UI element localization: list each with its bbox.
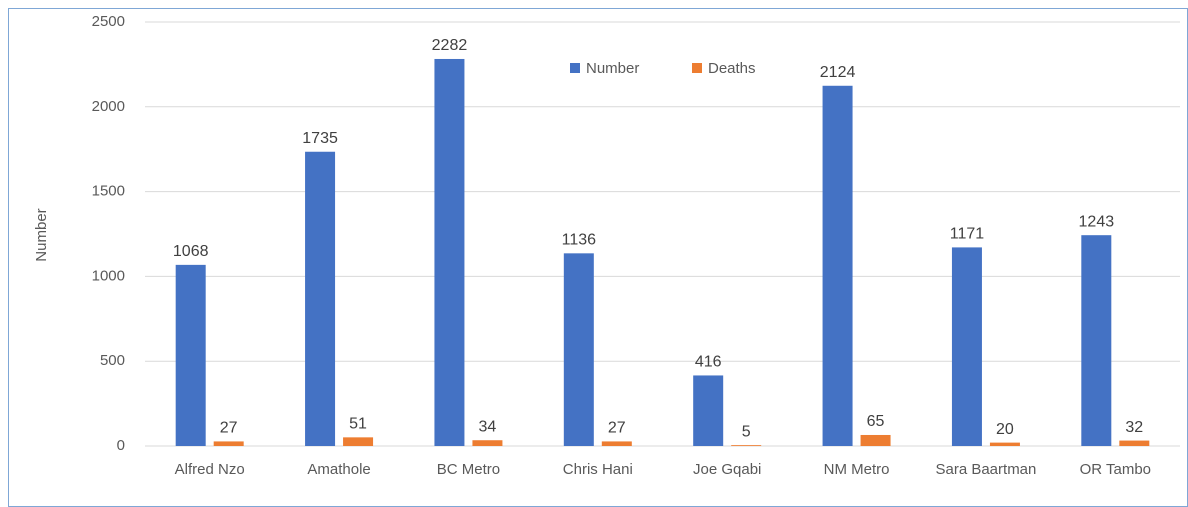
bar xyxy=(305,151,336,446)
x-tick-label: BC Metro xyxy=(437,461,500,478)
y-tick-label: 2000 xyxy=(92,98,125,115)
y-tick-label: 0 xyxy=(117,437,125,454)
value-label: 2282 xyxy=(432,37,468,54)
legend-swatch xyxy=(570,63,580,73)
bar xyxy=(434,58,465,446)
x-tick-label: Sara Baartman xyxy=(935,461,1036,478)
value-label: 5 xyxy=(742,423,751,440)
x-tick-label: Chris Hani xyxy=(563,461,633,478)
value-label: 32 xyxy=(1125,419,1143,436)
value-label: 1735 xyxy=(302,130,338,147)
legend-label: Deaths xyxy=(708,60,756,77)
value-label: 51 xyxy=(349,416,367,433)
value-label: 2124 xyxy=(820,64,856,81)
bar xyxy=(213,441,244,446)
bar xyxy=(731,445,762,446)
value-label: 1136 xyxy=(562,232,597,249)
bar xyxy=(1119,440,1150,446)
bar xyxy=(472,440,503,446)
x-tick-label: Joe Gqabi xyxy=(693,461,761,478)
y-tick-label: 1500 xyxy=(92,183,125,200)
bar xyxy=(175,264,206,446)
legend-swatch xyxy=(692,63,702,73)
value-label: 1243 xyxy=(1079,213,1115,230)
bar xyxy=(563,253,594,446)
bar xyxy=(601,441,632,446)
x-tick-label: Amathole xyxy=(307,461,370,478)
bar xyxy=(343,437,374,446)
value-label: 1068 xyxy=(173,243,209,260)
x-tick-label: Alfred Nzo xyxy=(175,461,245,478)
legend-label: Number xyxy=(586,60,639,77)
value-label: 34 xyxy=(479,418,497,435)
value-label: 27 xyxy=(220,420,238,437)
value-label: 27 xyxy=(608,420,626,437)
y-tick-label: 500 xyxy=(100,352,125,369)
value-label: 416 xyxy=(695,354,722,371)
value-label: 1171 xyxy=(950,226,985,243)
x-tick-label: NM Metro xyxy=(824,461,890,478)
bar xyxy=(989,442,1020,446)
value-label: 20 xyxy=(996,421,1014,438)
bar xyxy=(860,434,891,446)
bar xyxy=(693,375,724,446)
bar xyxy=(951,247,982,446)
bar xyxy=(1081,235,1112,446)
x-tick-label: OR Tambo xyxy=(1080,461,1151,478)
bar xyxy=(822,85,853,447)
value-label: 65 xyxy=(867,413,885,430)
y-tick-label: 1000 xyxy=(92,267,125,284)
y-axis-label: Number xyxy=(33,208,50,261)
y-tick-label: 2500 xyxy=(92,13,125,30)
